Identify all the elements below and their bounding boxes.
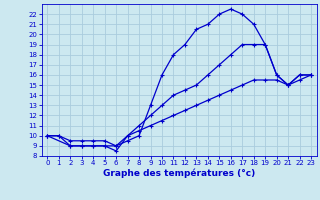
X-axis label: Graphe des températures (°c): Graphe des températures (°c) (103, 169, 255, 178)
